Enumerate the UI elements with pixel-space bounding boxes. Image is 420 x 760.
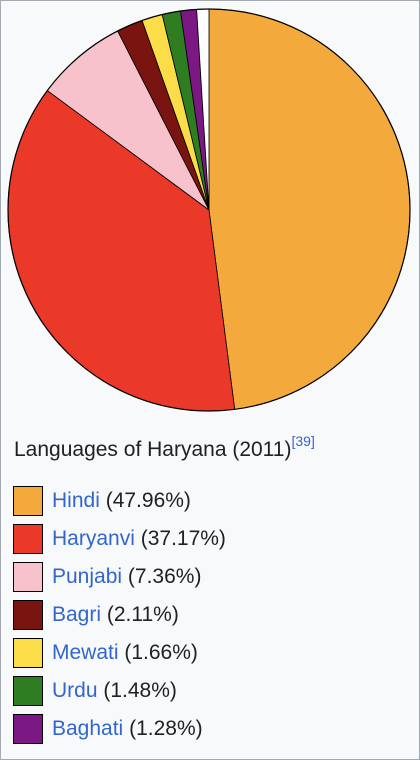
legend-swatch [13, 600, 43, 630]
chart-caption: Languages of Haryana (2011)[39] [14, 433, 315, 462]
pie-slice-hindi [208, 8, 411, 410]
language-link-urdu[interactable]: Urdu [52, 679, 98, 702]
legend-item: Mewati (1.66%) [13, 634, 226, 672]
pie-chart [7, 8, 411, 412]
pie-outline [7, 8, 411, 412]
legend-swatch [13, 638, 43, 668]
legend-percent: (7.36%) [127, 565, 202, 588]
language-link-punjabi[interactable]: Punjabi [52, 565, 123, 588]
legend-item: Urdu (1.48%) [13, 672, 226, 710]
legend-swatch [13, 676, 43, 706]
legend-swatch [13, 486, 43, 516]
legend-percent: (1.28%) [129, 717, 203, 740]
language-link-hindi[interactable]: Hindi [52, 489, 100, 512]
legend-item: Punjabi (7.36%) [13, 558, 226, 596]
legend-item: Hindi (47.96%) [13, 482, 226, 520]
legend-percent: (37.17%) [140, 527, 226, 550]
legend-item: Haryanvi (37.17%) [13, 520, 226, 558]
language-link-mewati[interactable]: Mewati [52, 641, 119, 664]
legend-item: Baghati (1.28%) [13, 710, 226, 748]
legend-swatch [13, 524, 43, 554]
chart-title: Languages of Haryana (2011) [14, 438, 292, 461]
legend-swatch [13, 562, 43, 592]
legend-percent: (1.66%) [124, 641, 198, 664]
citation-link[interactable]: [39] [291, 433, 315, 449]
legend-percent: (47.96%) [105, 489, 191, 512]
legend-percent: (2.11%) [106, 603, 179, 626]
legend-percent: (1.48%) [103, 679, 177, 702]
language-link-haryanvi[interactable]: Haryanvi [52, 527, 135, 550]
language-link-bagri[interactable]: Bagri [52, 603, 102, 626]
chart-legend: Hindi (47.96%) Haryanvi (37.17%) Punjabi… [13, 482, 226, 748]
legend-swatch [13, 714, 43, 744]
language-link-baghati[interactable]: Baghati [52, 717, 124, 740]
legend-item: Bagri (2.11%) [13, 596, 226, 634]
